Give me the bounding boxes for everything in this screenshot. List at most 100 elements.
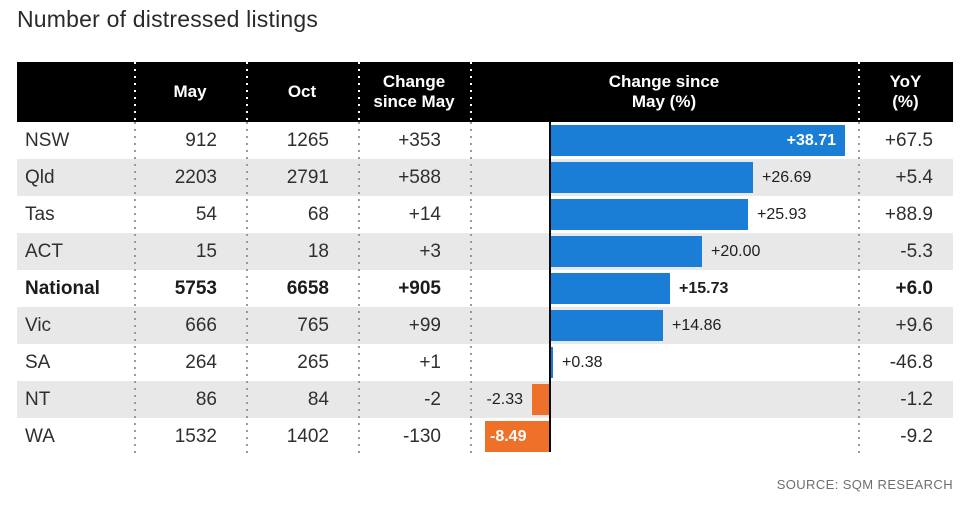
may-value: 912 [185, 130, 217, 151]
bar-value-label: +0.38 [562, 354, 603, 371]
may-value: 2203 [174, 167, 217, 188]
change-value: +588 [398, 167, 441, 188]
table-row: NSW 912 1265 +353 +38.71 +67.5 [17, 122, 953, 159]
yoy-value: +67.5 [884, 130, 933, 151]
may-value: 1532 [174, 426, 217, 447]
may-value: 5753 [174, 278, 217, 299]
bar-value-label: +20.00 [711, 243, 761, 260]
yoy-value: +9.6 [895, 315, 933, 336]
column-separator [358, 62, 360, 122]
zero-axis-line [549, 122, 551, 452]
region-label: SA [25, 352, 51, 373]
oct-value: 6658 [286, 278, 329, 299]
oct-value: 18 [307, 241, 329, 262]
oct-value: 1265 [286, 130, 329, 151]
positive-bar [550, 310, 663, 341]
bar-value-label: +14.86 [672, 317, 722, 334]
yoy-value: -9.2 [900, 426, 933, 447]
yoy-value: +6.0 [895, 278, 933, 299]
may-value: 15 [195, 241, 217, 262]
oct-value: 765 [297, 315, 329, 336]
header-cell-may: May [173, 81, 207, 101]
change-value: +99 [408, 315, 441, 336]
column-separator [470, 62, 472, 122]
negative-bar [485, 421, 550, 452]
table-row: WA 1532 1402 -130 -8.49 -9.2 [17, 418, 953, 455]
table-row: National 5753 6658 +905 +15.73 +6.0 [17, 270, 953, 307]
bar-value-label: -8.49 [490, 428, 527, 445]
region-label: NT [25, 389, 51, 410]
header-cell-change-pct: Change since May (%) [608, 71, 720, 111]
yoy-value: -46.8 [889, 352, 933, 373]
bar-cell: +38.71 [470, 122, 858, 159]
region-label: WA [25, 426, 55, 447]
change-value: +3 [419, 241, 441, 262]
table-header-row: May Oct Change since May Change since Ma… [17, 62, 953, 122]
region-label: Tas [25, 204, 55, 225]
column-separator [246, 122, 248, 455]
bar-value-label: +25.93 [757, 206, 807, 223]
yoy-value: -1.2 [900, 389, 933, 410]
table-row: SA 264 265 +1 +0.38 -46.8 [17, 344, 953, 381]
table-row: Qld 2203 2791 +588 +26.69 +5.4 [17, 159, 953, 196]
yoy-value: +88.9 [884, 204, 933, 225]
yoy-value: -5.3 [900, 241, 933, 262]
region-label: Vic [25, 315, 52, 336]
positive-bar [550, 162, 753, 193]
change-value: -130 [402, 426, 441, 447]
bar-cell: -2.33 [470, 381, 858, 418]
oct-value: 84 [307, 389, 329, 410]
bar-cell: +15.73 [470, 270, 858, 307]
column-separator [470, 122, 472, 455]
oct-value: 1402 [286, 426, 329, 447]
header-cell-oct: Oct [287, 81, 317, 101]
negative-bar [532, 384, 550, 415]
change-value: +905 [398, 278, 441, 299]
change-value: +353 [398, 130, 441, 151]
oct-value: 2791 [286, 167, 329, 188]
table-row: Vic 666 765 +99 +14.86 +9.6 [17, 307, 953, 344]
bar-cell: -8.49 [470, 418, 858, 455]
oct-value: 68 [307, 204, 329, 225]
may-value: 54 [195, 204, 217, 225]
may-value: 264 [185, 352, 217, 373]
source-note: SOURCE: SQM RESEARCH [776, 477, 953, 492]
bar-value-label: +26.69 [762, 169, 812, 186]
may-value: 666 [185, 315, 217, 336]
header-cell-yoy: YoY (%) [889, 71, 922, 111]
bar-value-label: +15.73 [679, 280, 729, 297]
column-separator [358, 122, 360, 455]
bar-cell: +14.86 [470, 307, 858, 344]
positive-bar [550, 199, 748, 230]
bar-cell: +0.38 [470, 344, 858, 381]
bar-value-label: -2.33 [486, 391, 523, 408]
positive-bar [550, 273, 670, 304]
positive-bar [550, 236, 702, 267]
table-row: Tas 54 68 +14 +25.93 +88.9 [17, 196, 953, 233]
column-separator [134, 62, 136, 122]
change-value: +1 [419, 352, 441, 373]
positive-bar [550, 125, 845, 156]
header-cell-region [17, 62, 134, 122]
change-value: +14 [408, 204, 441, 225]
table-row: ACT 15 18 +3 +20.00 -5.3 [17, 233, 953, 270]
column-separator [858, 62, 860, 122]
yoy-value: +5.4 [895, 167, 933, 188]
header-cell-change: Change since May [373, 71, 455, 111]
bar-cell: +26.69 [470, 159, 858, 196]
region-label: Qld [25, 167, 55, 188]
positive-bar [550, 347, 553, 378]
region-label: ACT [25, 241, 63, 262]
bar-value-label: +38.71 [786, 132, 836, 149]
oct-value: 265 [297, 352, 329, 373]
table-body: NSW 912 1265 +353 +38.71 +67.5 Qld 2203 2791 +588… [17, 122, 953, 455]
region-label: National [25, 278, 100, 299]
may-value: 86 [195, 389, 217, 410]
distressed-listings-table: May Oct Change since May Change since Ma… [17, 62, 953, 455]
bar-cell: +25.93 [470, 196, 858, 233]
column-separator [858, 122, 860, 455]
column-separator [246, 62, 248, 122]
page-title: Number of distressed listings [17, 6, 319, 32]
table-row: NT 86 84 -2 -2.33 -1.2 [17, 381, 953, 418]
